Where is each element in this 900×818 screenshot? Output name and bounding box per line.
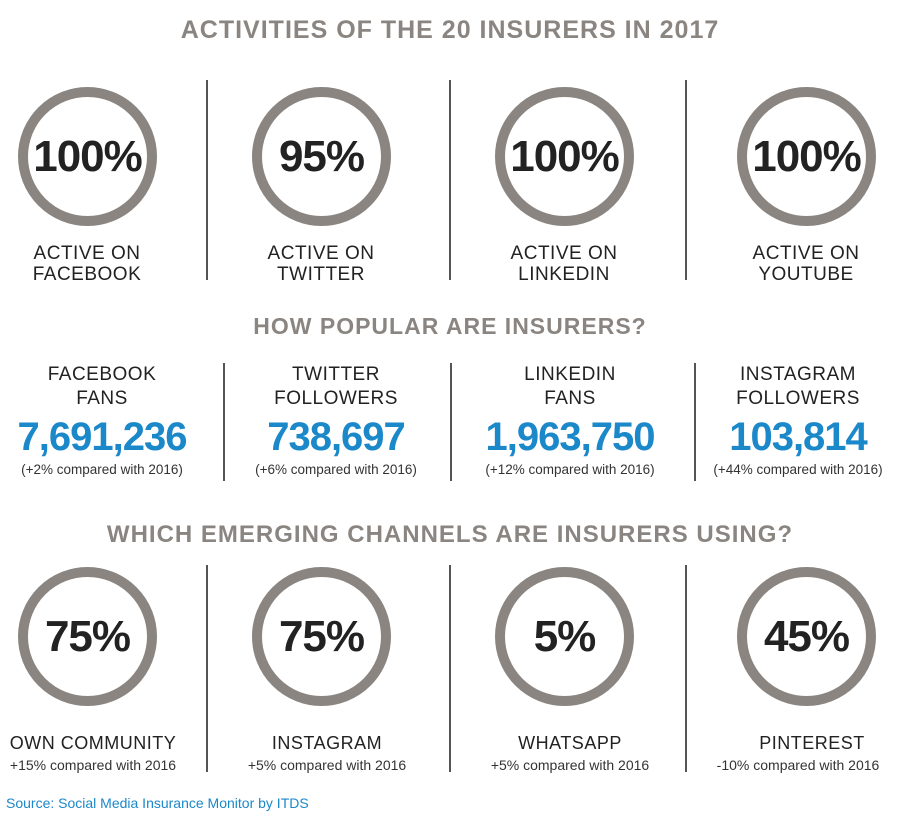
activity-label-line: ACTIVE ON bbox=[510, 243, 618, 264]
twitter-percent-circle: 95% bbox=[252, 87, 391, 226]
youtube-percent: 100% bbox=[752, 131, 862, 181]
activity-label-line: ACTIVE ON bbox=[267, 243, 375, 264]
twitter-percent: 95% bbox=[278, 131, 365, 181]
linkedin-fans-heading: LINKEDIN FANS bbox=[460, 363, 680, 411]
divider bbox=[223, 363, 225, 481]
pinterest-percent: 45% bbox=[763, 611, 850, 661]
divider bbox=[685, 565, 687, 772]
activity-label-line: LINKEDIN bbox=[518, 264, 610, 285]
heading-line: FACEBOOK bbox=[47, 364, 157, 385]
own-community-change: +15% compared with 2016 bbox=[9, 757, 177, 773]
instagram-label: INSTAGRAM bbox=[271, 733, 383, 753]
whatsapp-change: +5% compared with 2016 bbox=[490, 757, 650, 773]
heading-line: FOLLOWERS bbox=[736, 388, 860, 409]
divider bbox=[449, 80, 451, 280]
whatsapp-percent: 5% bbox=[533, 611, 597, 661]
twitter-followers-heading: TWITTER FOLLOWERS bbox=[226, 363, 446, 411]
divider bbox=[206, 80, 208, 280]
activity-label-line: FACEBOOK bbox=[32, 264, 142, 285]
twitter-followers-value: 738,697 bbox=[267, 415, 406, 459]
divider bbox=[685, 80, 687, 280]
instagram-followers-heading: INSTAGRAM FOLLOWERS bbox=[688, 363, 900, 411]
facebook-fans-value: 7,691,236 bbox=[17, 415, 188, 459]
own-community-percent: 75% bbox=[44, 611, 131, 661]
linkedin-percent-circle: 100% bbox=[495, 87, 634, 226]
emerging-title: WHICH EMERGING CHANNELS ARE INSURERS USI… bbox=[106, 521, 794, 548]
heading-line: FOLLOWERS bbox=[274, 388, 398, 409]
instagram-percent-circle: 75% bbox=[252, 567, 391, 706]
popularity-title: HOW POPULAR ARE INSURERS? bbox=[253, 313, 647, 339]
facebook-fans-change: (+2% compared with 2016) bbox=[21, 462, 183, 477]
linkedin-activity-label: ACTIVE ON LINKEDIN bbox=[464, 243, 664, 285]
instagram-followers-change: (+44% compared with 2016) bbox=[713, 462, 883, 477]
activity-label-line: ACTIVE ON bbox=[33, 243, 141, 264]
facebook-fans-heading: FACEBOOK FANS bbox=[0, 363, 212, 411]
heading-line: INSTAGRAM bbox=[739, 364, 857, 385]
heading-line: TWITTER bbox=[292, 364, 380, 385]
divider bbox=[206, 565, 208, 772]
twitter-activity-label: ACTIVE ON TWITTER bbox=[221, 243, 421, 285]
heading-line: LINKEDIN bbox=[524, 364, 616, 385]
linkedin-fans-value: 1,963,750 bbox=[485, 415, 656, 459]
activity-label-line: TWITTER bbox=[277, 264, 365, 285]
divider bbox=[449, 565, 451, 772]
own-community-percent-circle: 75% bbox=[18, 567, 157, 706]
instagram-percent: 75% bbox=[278, 611, 365, 661]
source-note: Source: Social Media Insurance Monitor b… bbox=[6, 795, 309, 811]
instagram-change: +5% compared with 2016 bbox=[247, 757, 407, 773]
youtube-activity-label: ACTIVE ON YOUTUBE bbox=[706, 243, 900, 285]
whatsapp-percent-circle: 5% bbox=[495, 567, 634, 706]
divider bbox=[450, 363, 452, 481]
own-community-label: OWN COMMUNITY bbox=[9, 733, 177, 753]
linkedin-fans-change: (+12% compared with 2016) bbox=[485, 462, 655, 477]
pinterest-change: -10% compared with 2016 bbox=[716, 757, 880, 773]
divider bbox=[694, 363, 696, 481]
facebook-activity-label: ACTIVE ON FACEBOOK bbox=[0, 243, 187, 285]
activity-label-line: YOUTUBE bbox=[758, 264, 854, 285]
whatsapp-label: WHATSAPP bbox=[518, 733, 622, 753]
heading-line: FANS bbox=[76, 388, 128, 409]
heading-line: FANS bbox=[544, 388, 596, 409]
linkedin-percent: 100% bbox=[510, 131, 620, 181]
facebook-percent: 100% bbox=[33, 131, 143, 181]
facebook-percent-circle: 100% bbox=[18, 87, 157, 226]
youtube-percent-circle: 100% bbox=[737, 87, 876, 226]
instagram-followers-value: 103,814 bbox=[729, 415, 868, 459]
pinterest-percent-circle: 45% bbox=[737, 567, 876, 706]
activities-title: ACTIVITIES OF THE 20 INSURERS IN 2017 bbox=[180, 16, 720, 44]
pinterest-label: PINTEREST bbox=[759, 733, 865, 753]
twitter-followers-change: (+6% compared with 2016) bbox=[255, 462, 417, 477]
activity-label-line: ACTIVE ON bbox=[752, 243, 860, 264]
